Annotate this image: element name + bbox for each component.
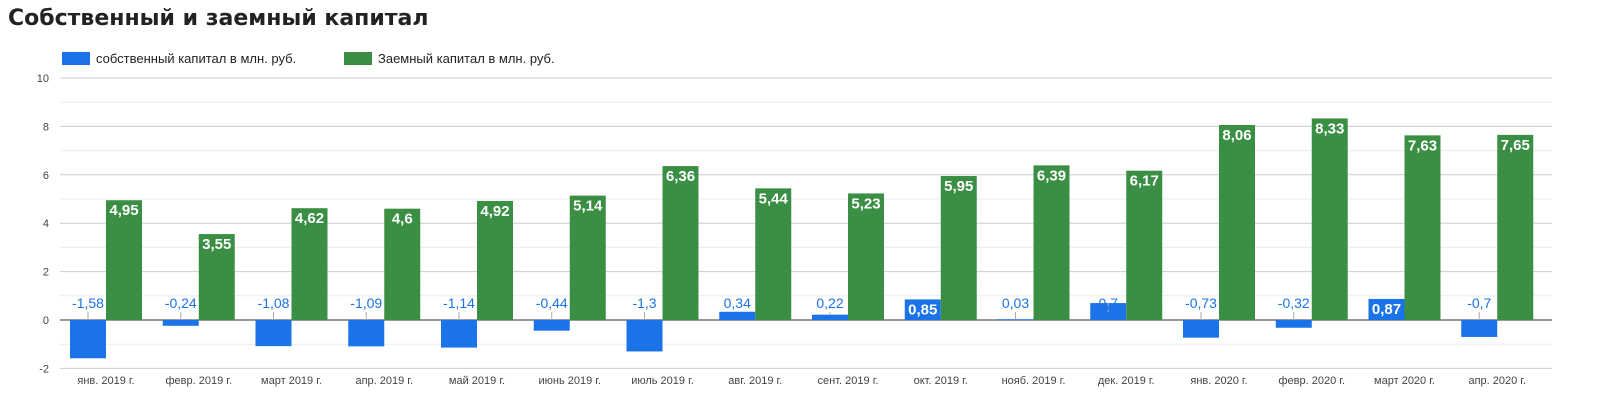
bar-borrowed-capital — [1497, 134, 1534, 320]
data-label-own-capital: 0,87 — [1372, 301, 1401, 318]
data-label-borrowed-capital: 8,33 — [1315, 120, 1344, 137]
data-label-borrowed-capital: 4,95 — [109, 202, 138, 219]
bar-own-capital — [626, 320, 663, 352]
x-tick-label: апр. 2019 г. — [355, 375, 413, 387]
legend-label-borrowed-capital: Заемный капитал в млн. руб. — [378, 51, 555, 66]
x-tick-label: окт. 2019 г. — [914, 375, 968, 387]
y-tick-label: 6 — [43, 170, 49, 182]
bar-own-capital — [1275, 320, 1312, 328]
bars — [70, 118, 1534, 359]
bar-borrowed-capital — [477, 200, 513, 320]
x-tick-label: апр. 2020 г. — [1468, 375, 1526, 387]
bar-own-capital — [70, 320, 106, 359]
data-label-borrowed-capital: 3,55 — [202, 236, 231, 253]
data-label-own-capital: 0,85 — [908, 301, 937, 318]
data-labels: -1,58 4,95 -0,24 3,55 -1,08 4,62 -1,09 4,6 -1,14… — [72, 120, 1530, 320]
x-tick-label: март 2019 г. — [261, 375, 322, 387]
bar-own-capital — [533, 320, 570, 331]
x-tick-label: июнь 2019 г. — [538, 375, 601, 387]
bar-own-capital — [812, 314, 848, 320]
data-label-own-capital: -0,24 — [165, 295, 197, 311]
x-tick-label: янв. 2019 г. — [77, 375, 134, 387]
data-label-borrowed-capital: 6,36 — [666, 168, 695, 185]
bar-own-capital — [904, 299, 941, 320]
data-label-own-capital: 0,22 — [816, 295, 843, 311]
data-label-borrowed-capital: 6,39 — [1037, 167, 1066, 184]
legend-label-own-capital: собственный капитал в млн. руб. — [96, 51, 296, 66]
x-tick-label: сент. 2019 г. — [818, 375, 879, 387]
bar-borrowed-capital — [755, 188, 792, 320]
data-label-own-capital: -0,7 — [1467, 295, 1491, 311]
bar-own-capital — [255, 320, 292, 347]
y-axis: -2 0 2 4 6 8 10 — [37, 73, 49, 375]
data-label-borrowed-capital: 4,6 — [392, 211, 413, 228]
data-label-borrowed-capital: 5,14 — [573, 198, 603, 215]
bar-own-capital — [1461, 320, 1498, 337]
bar-borrowed-capital — [1404, 135, 1441, 320]
data-label-borrowed-capital: 7,65 — [1501, 137, 1530, 154]
data-label-own-capital: -1,14 — [443, 295, 475, 311]
bar-borrowed-capital — [940, 176, 977, 320]
bar-borrowed-capital — [1219, 124, 1255, 320]
data-label-borrowed-capital: 5,23 — [851, 195, 880, 212]
bar-own-capital — [1183, 320, 1219, 338]
data-label-borrowed-capital: 4,92 — [480, 203, 509, 220]
bar-borrowed-capital — [384, 208, 421, 320]
x-tick-label: февр. 2019 г. — [166, 375, 233, 387]
x-tick-label: февр. 2020 г. — [1279, 375, 1346, 387]
data-label-own-capital: -0,44 — [536, 295, 568, 311]
bar-own-capital — [997, 319, 1034, 320]
bar-borrowed-capital — [1311, 118, 1348, 320]
y-tick-label: 8 — [43, 121, 49, 133]
y-tick-label: 2 — [43, 267, 49, 279]
bar-own-capital — [719, 311, 756, 320]
bar-borrowed-capital — [198, 234, 235, 320]
x-tick-label: дек. 2019 г. — [1098, 375, 1155, 387]
data-label-borrowed-capital: 6,17 — [1130, 173, 1159, 190]
data-label-own-capital: 0,7 — [1099, 295, 1119, 311]
data-label-own-capital: -0,32 — [1278, 295, 1310, 311]
bar-borrowed-capital — [662, 166, 699, 320]
bar-own-capital — [1368, 298, 1405, 320]
data-label-own-capital: -1,08 — [258, 295, 290, 311]
y-tick-label: -2 — [39, 363, 49, 375]
bar-borrowed-capital — [106, 200, 142, 320]
data-label-own-capital: -1,3 — [632, 295, 656, 311]
data-label-own-capital: -1,09 — [350, 295, 382, 311]
x-tick-label: янв. 2020 г. — [1190, 375, 1247, 387]
data-label-borrowed-capital: 8,06 — [1222, 127, 1251, 144]
x-axis: янв. 2019 г. февр. 2019 г. март 2019 г. апр… — [77, 375, 1526, 387]
x-tick-label: март 2020 г. — [1374, 375, 1435, 387]
data-label-own-capital: -1,58 — [72, 295, 104, 311]
bar-borrowed-capital — [291, 208, 328, 320]
y-tick-label: 0 — [43, 315, 49, 327]
x-tick-label: нояб. 2019 г. — [1002, 375, 1066, 387]
y-tick-label: 4 — [43, 218, 49, 230]
bar-own-capital — [162, 320, 199, 326]
data-label-own-capital: 0,03 — [1002, 295, 1029, 311]
bar-borrowed-capital — [848, 193, 884, 320]
y-tick-label: 10 — [37, 73, 49, 85]
bar-own-capital — [441, 320, 477, 348]
legend: собственный капитал в млн. руб. Заемный … — [62, 51, 555, 66]
data-label-own-capital: -0,73 — [1185, 295, 1217, 311]
x-tick-label: июль 2019 г. — [631, 375, 694, 387]
data-label-own-capital: 0,34 — [724, 295, 751, 311]
data-label-borrowed-capital: 7,63 — [1408, 137, 1437, 154]
x-tick-label: авг. 2019 г. — [728, 375, 782, 387]
data-label-borrowed-capital: 4,62 — [295, 210, 324, 227]
bar-borrowed-capital — [1126, 170, 1163, 320]
x-tick-label: май 2019 г. — [449, 375, 505, 387]
legend-swatch-borrowed-capital — [344, 52, 372, 65]
data-label-borrowed-capital: 5,95 — [944, 178, 973, 195]
bar-borrowed-capital — [569, 195, 606, 320]
chart-title: Собственный и заемный капитал — [8, 6, 429, 31]
bar-borrowed-capital — [1033, 165, 1070, 320]
data-label-borrowed-capital: 5,44 — [759, 190, 789, 207]
bar-own-capital — [348, 320, 385, 347]
legend-swatch-own-capital — [62, 52, 90, 65]
